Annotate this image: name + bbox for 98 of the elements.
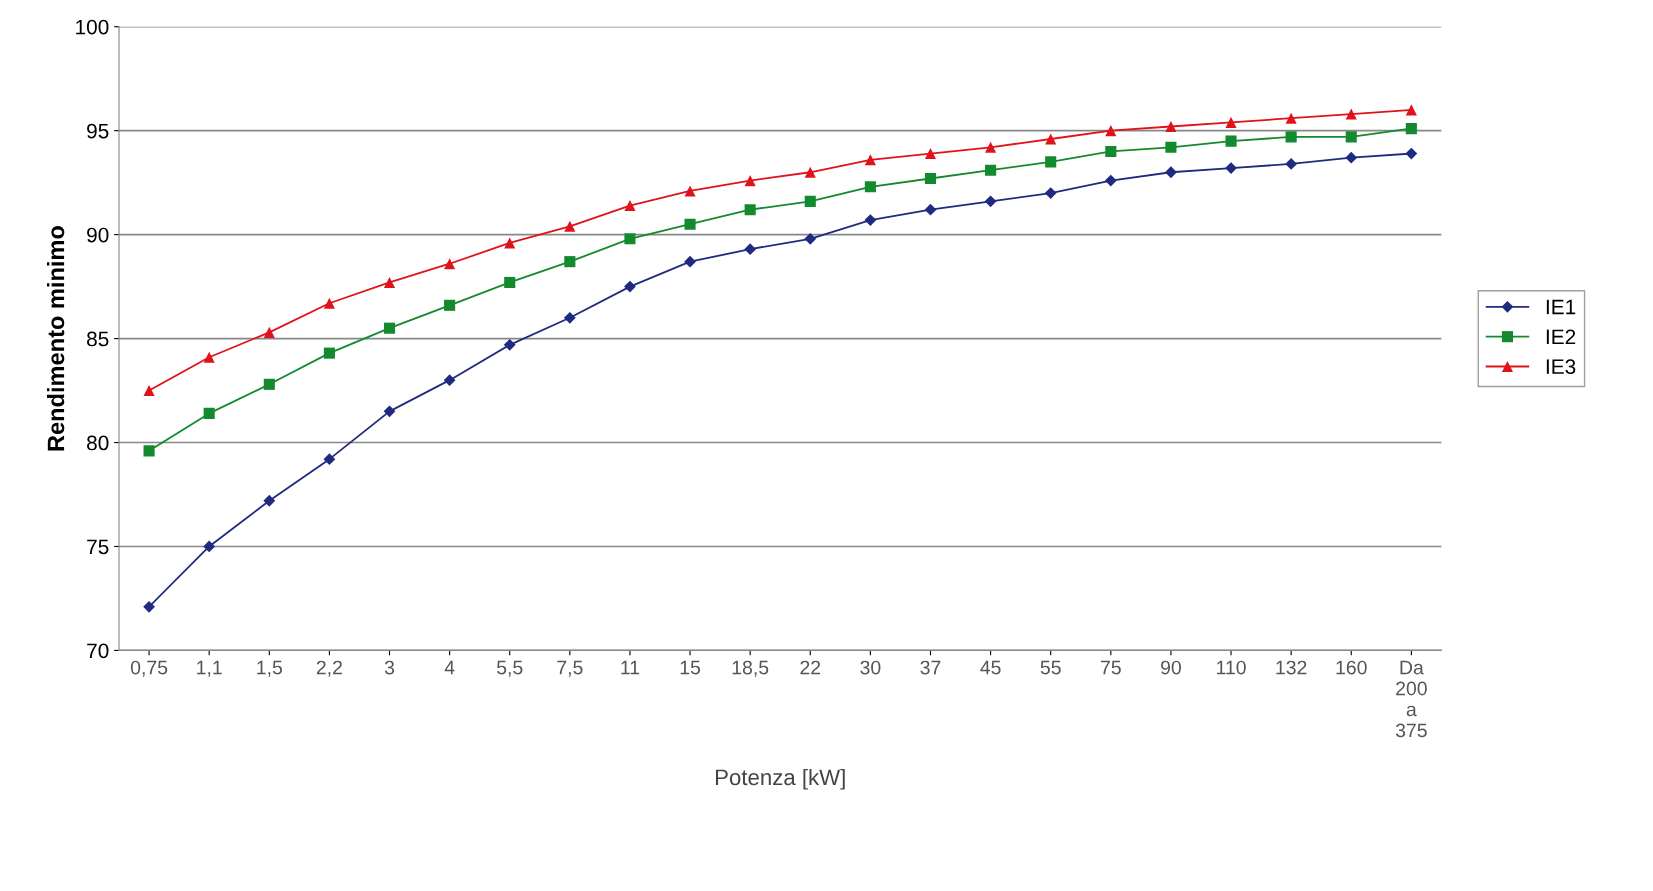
point (323, 453, 336, 466)
point (143, 385, 155, 397)
point (444, 299, 456, 311)
point (684, 255, 696, 268)
x-tick-label: 37 (920, 660, 941, 675)
point (1104, 174, 1117, 187)
legend-label: IE1 (1546, 299, 1576, 315)
x-tick-label: 75 (1101, 660, 1121, 675)
point (1345, 108, 1357, 120)
point (383, 405, 396, 418)
point (804, 232, 817, 245)
point (1225, 162, 1237, 174)
point (985, 141, 997, 153)
y-axis-title: Rendimento minimo (46, 226, 65, 451)
point (203, 351, 215, 363)
x-tick-label: 18,5 (732, 660, 769, 677)
point (1345, 151, 1358, 164)
y-tick-label: 95 (87, 123, 109, 139)
point (1165, 166, 1177, 179)
point (383, 322, 396, 334)
point (323, 347, 335, 359)
point (203, 540, 216, 553)
legend-label: IE2 (1546, 329, 1576, 344)
point (624, 233, 636, 245)
point (924, 172, 937, 185)
point (263, 378, 275, 390)
point (563, 311, 576, 324)
x-tick-label: 110 (1217, 660, 1246, 675)
x-tick-label: 5,5 (496, 660, 523, 677)
point (1405, 123, 1417, 135)
point (744, 243, 757, 256)
point (1225, 135, 1237, 147)
point (383, 276, 396, 288)
y-tick-label: 85 (87, 331, 109, 347)
point (504, 237, 516, 249)
x-tick-label: 22 (800, 660, 821, 675)
point (985, 164, 997, 176)
point (864, 214, 877, 226)
x-tick-label: 1,1 (197, 660, 222, 677)
point (1045, 133, 1057, 145)
point (1405, 147, 1418, 160)
x-tick-label: 2,2 (316, 660, 342, 677)
point (263, 494, 276, 507)
point (624, 199, 636, 212)
x-tick-label: 11 (621, 660, 640, 675)
x-tick-label: 0,75 (130, 660, 168, 677)
y-tick-label: 80 (87, 435, 109, 451)
point (924, 147, 937, 160)
point (804, 195, 816, 207)
point (744, 175, 756, 187)
point (1165, 141, 1177, 153)
point (624, 280, 636, 293)
x-tick-label: Da 200 a 375 (1395, 660, 1427, 738)
point (263, 326, 275, 338)
point (503, 338, 516, 351)
y-tick-label: 100 (76, 19, 109, 35)
point (1105, 145, 1117, 158)
point (1285, 112, 1297, 124)
y-tick-label: 75 (87, 539, 109, 555)
point (443, 374, 456, 387)
x-tick-label: 7,5 (557, 660, 583, 677)
point (143, 600, 155, 613)
x-tick-label: 132 (1276, 660, 1307, 675)
point (1285, 158, 1298, 170)
point (984, 195, 997, 208)
x-tick-label: 55 (1040, 660, 1061, 675)
point (864, 181, 876, 193)
point (444, 258, 456, 270)
point (1345, 131, 1357, 143)
point (143, 445, 155, 457)
point (203, 407, 215, 419)
y-tick-label: 90 (87, 227, 109, 243)
point (1225, 116, 1237, 128)
point (864, 154, 876, 166)
x-tick-label: 3 (384, 660, 395, 675)
point (804, 166, 816, 178)
x-tick-label: 30 (860, 660, 881, 675)
x-tick-label: 15 (680, 660, 701, 675)
point (1165, 120, 1177, 133)
x-tick-label: 4 (444, 660, 455, 675)
point (323, 297, 335, 309)
x-tick-label: 160 (1336, 660, 1367, 675)
x-tick-label: 1,5 (257, 660, 282, 677)
point (924, 203, 937, 216)
point (1045, 156, 1057, 168)
legend-label: IE3 (1546, 359, 1576, 375)
x-axis-title: Potenza [kW] (715, 768, 845, 790)
point (744, 204, 756, 216)
y-tick-label: 70 (87, 643, 109, 659)
point (1285, 131, 1297, 143)
point (504, 276, 516, 288)
point (684, 185, 696, 197)
point (1044, 187, 1057, 199)
x-tick-label: 90 (1161, 660, 1181, 675)
point (684, 218, 696, 230)
x-tick-label: 45 (980, 660, 1001, 675)
point (564, 256, 576, 268)
point (564, 220, 576, 232)
